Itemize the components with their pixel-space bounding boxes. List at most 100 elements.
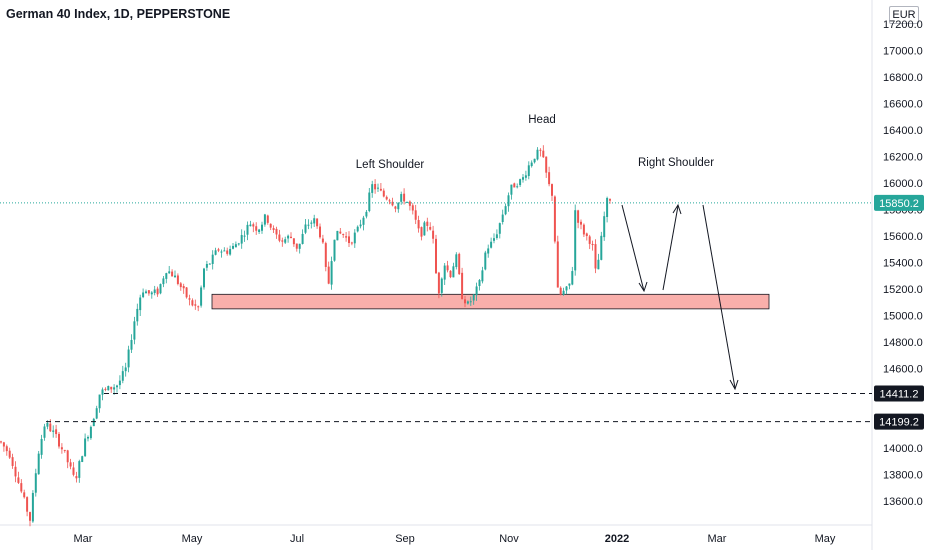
currency-button[interactable]: EUR — [889, 6, 919, 24]
price-tick-label: 16800.0 — [883, 72, 923, 84]
candle-body — [495, 234, 498, 238]
candle-body — [600, 235, 603, 260]
candle-body — [443, 265, 446, 280]
candle-body — [179, 283, 182, 288]
candle-body — [423, 222, 426, 236]
candle-body — [237, 243, 240, 245]
candle-body — [513, 183, 516, 188]
candle-body — [481, 270, 484, 282]
candle-body — [553, 196, 556, 242]
last-price-tag: 15850.2 — [879, 198, 919, 210]
arrow-head-2 — [672, 203, 682, 215]
candle-body — [313, 218, 316, 224]
candle-body — [217, 249, 220, 251]
candle-body — [533, 158, 536, 163]
price-tick-label: 15400.0 — [883, 258, 923, 270]
candle-body — [14, 466, 17, 477]
time-tick-label: Mar — [74, 533, 93, 545]
candle-body — [182, 286, 185, 289]
time-tick-label: 2022 — [605, 533, 629, 545]
candle-body — [455, 254, 458, 268]
candle-body — [185, 287, 188, 298]
candles — [0, 145, 611, 527]
levels — [0, 202, 872, 423]
candle-body — [8, 450, 11, 458]
candle-body — [200, 287, 203, 306]
candle-body — [388, 200, 391, 202]
candle-body — [394, 206, 397, 209]
candle-body — [432, 230, 435, 239]
candle-body — [304, 224, 307, 233]
candle-body — [594, 244, 597, 269]
candle-body — [461, 272, 464, 300]
price-tick-label: 16600.0 — [883, 99, 923, 111]
arrow-down-2 — [702, 204, 736, 389]
candle-body — [556, 241, 559, 288]
candle-body — [246, 224, 249, 235]
candle-body — [229, 249, 232, 255]
price-tick-label: 17000.0 — [883, 46, 923, 58]
candle-body — [113, 387, 116, 390]
candle-body — [188, 298, 191, 300]
candle-body — [266, 215, 269, 223]
candle-body — [98, 394, 101, 409]
last-price-tag-bg — [874, 194, 924, 211]
candle-body — [597, 259, 600, 270]
candle-body — [606, 197, 609, 217]
candle-body — [269, 223, 272, 228]
chart-title: German 40 Index, 1D, PEPPERSTONE — [6, 7, 231, 21]
arrow-down-1 — [621, 204, 645, 292]
candle-body — [487, 248, 490, 254]
candle-body — [5, 446, 8, 452]
time-tick-label: Nov — [499, 533, 519, 545]
candle-body — [348, 236, 350, 244]
candle-body — [359, 224, 362, 227]
level-price-tag: 14411.2 — [880, 389, 919, 401]
candle-body — [136, 308, 139, 322]
candle-body — [275, 228, 278, 235]
candle-body — [588, 236, 591, 244]
candle-body — [426, 221, 429, 226]
candle-body — [336, 230, 339, 241]
candle-body — [87, 436, 89, 439]
candle-body — [429, 227, 432, 230]
candle-body — [116, 385, 118, 388]
candle-body — [321, 238, 324, 243]
candle-body — [110, 386, 113, 390]
candle-body — [551, 184, 553, 196]
candle-body — [249, 224, 252, 227]
candle-body — [263, 214, 266, 225]
candle-body — [127, 349, 130, 368]
price-tick-label: 14000.0 — [883, 443, 923, 455]
candle-body — [356, 226, 359, 232]
candle-body — [142, 292, 145, 298]
candle-body — [223, 250, 226, 252]
right-shoulder-label: Right Shoulder — [638, 157, 714, 169]
candle-body — [574, 210, 577, 271]
candle-body — [31, 492, 34, 522]
candle-body — [397, 202, 400, 210]
candle-body — [92, 418, 95, 427]
price-tick-label: 15200.0 — [883, 284, 923, 296]
level-price-tag: 14199.2 — [879, 417, 919, 429]
price-tick-label: 14800.0 — [883, 337, 923, 349]
candle-body — [133, 321, 136, 340]
candle-body — [371, 184, 374, 193]
time-tick-label: Sep — [395, 533, 415, 545]
candle-body — [362, 217, 365, 225]
candle-body — [162, 278, 165, 285]
candle-body — [55, 429, 58, 435]
candle-body — [316, 218, 319, 227]
candle-body — [72, 467, 75, 475]
candle-body — [81, 456, 84, 462]
candle-body — [530, 162, 533, 167]
candle-body — [516, 186, 519, 188]
price-tick-label: 16400.0 — [883, 125, 923, 137]
candle-body — [89, 426, 92, 439]
candle-body — [295, 243, 298, 249]
candle-body — [374, 184, 377, 190]
time-tick-label: Mar — [708, 533, 727, 545]
price-tick-label: 15600.0 — [883, 231, 923, 243]
candle-body — [37, 453, 40, 475]
